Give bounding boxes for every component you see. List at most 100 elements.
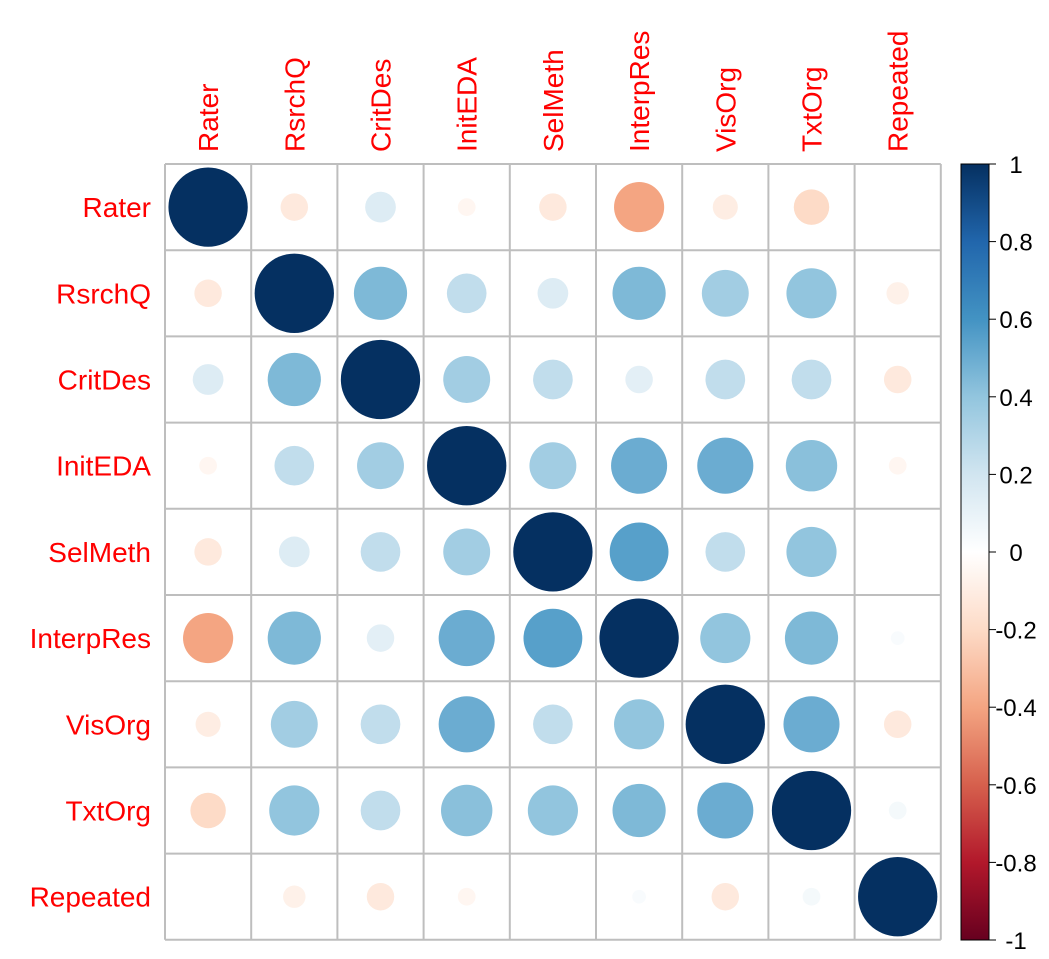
corr-circle-interpres-initeda <box>438 610 495 667</box>
corr-circle-selmeth-rsrchq <box>278 536 310 568</box>
col-label-rsrchq: RsrchQ <box>279 57 310 152</box>
column-labels: Rater RsrchQ CritDes InitEDA SelMeth InterpRe… <box>193 31 914 152</box>
corr-circle-visorg-selmeth <box>533 704 573 745</box>
corr-circle-initeda-txtorg <box>785 440 838 492</box>
corr-circle-selmeth-interpres <box>609 522 669 582</box>
corr-circle-rsrchq-repeated <box>886 282 909 305</box>
corr-circle-initeda-critdes <box>357 442 404 490</box>
corr-circle-critdes-interpres <box>625 365 653 394</box>
corr-circle-txtorg-critdes <box>360 790 401 831</box>
colorbar-tick-label: -0.8 <box>995 850 1036 877</box>
corr-circle-selmeth-initeda <box>443 528 491 576</box>
corr-circle-txtorg-rater <box>190 792 226 829</box>
row-label-interpres: InterpRes <box>30 623 151 654</box>
row-label-rater: Rater <box>83 192 151 223</box>
corr-circle-visorg-rater <box>195 711 221 737</box>
corr-circle-initeda-initeda <box>427 426 507 506</box>
colorbar-gradient <box>960 163 990 941</box>
col-label-repeated: Repeated <box>883 31 914 152</box>
corr-circle-repeated-interpres <box>632 889 646 904</box>
corr-circle-rsrchq-visorg <box>701 269 749 317</box>
corr-circle-initeda-visorg <box>697 437 754 494</box>
corr-circle-interpres-repeated <box>890 631 905 645</box>
row-label-rsrchq: RsrchQ <box>56 278 151 309</box>
corr-circle-rater-rater <box>168 167 248 247</box>
corr-circle-initeda-rater <box>199 456 217 475</box>
corr-circle-rater-visorg <box>712 194 738 220</box>
corr-circle-initeda-selmeth <box>529 442 577 490</box>
colorbar-tick-label: 1 <box>1009 152 1022 179</box>
colorbar-tick-label: 0.2 <box>999 462 1032 489</box>
corr-circle-initeda-interpres <box>611 437 668 494</box>
corr-circle-critdes-visorg <box>705 359 746 400</box>
corr-circle-interpres-selmeth <box>523 608 583 668</box>
col-label-visorg: VisOrg <box>710 67 741 152</box>
corr-circle-critdes-critdes <box>340 339 421 420</box>
colorbar-tick-label: -0.2 <box>995 618 1036 645</box>
correlation-circles <box>168 167 938 937</box>
corr-circle-critdes-txtorg <box>791 359 832 400</box>
corr-circle-rsrchq-critdes <box>353 266 408 320</box>
corr-circle-selmeth-txtorg <box>786 526 837 577</box>
grid <box>164 163 942 941</box>
corr-circle-rater-txtorg <box>793 189 830 225</box>
corr-circle-rsrchq-rsrchq <box>254 253 334 333</box>
colorbar-ticks: 1 0.8 0.6 0.4 0.2 0 -0.2 -0.4 -0.6 -0.8 -1 <box>989 152 1037 955</box>
corr-circle-interpres-critdes <box>366 624 395 652</box>
corr-circle-interpres-visorg <box>700 613 751 664</box>
corr-circle-txtorg-rsrchq <box>269 785 320 836</box>
corr-circle-rater-rsrchq <box>280 193 309 221</box>
corr-circle-txtorg-initeda <box>441 784 493 837</box>
corr-circle-txtorg-interpres <box>612 783 666 838</box>
colorbar-tick-label: 0 <box>1009 540 1022 567</box>
corr-circle-repeated-critdes <box>366 882 395 911</box>
corr-circle-visorg-rsrchq <box>270 700 318 748</box>
corr-circle-repeated-visorg <box>711 882 740 911</box>
col-label-rater: Rater <box>193 84 224 152</box>
corr-circle-initeda-repeated <box>888 456 907 475</box>
corr-circle-critdes-selmeth <box>533 359 573 400</box>
row-labels: Rater RsrchQ CritDes InitEDA SelMeth InterpRe… <box>30 192 152 913</box>
colorbar-tick-label: -0.4 <box>995 695 1036 722</box>
corr-circle-rsrchq-initeda <box>446 273 487 314</box>
corr-circle-repeated-repeated <box>858 857 938 937</box>
corr-circle-selmeth-selmeth <box>513 512 593 592</box>
corr-circle-critdes-repeated <box>883 365 912 394</box>
corr-circle-rater-selmeth <box>539 193 567 221</box>
corr-circle-interpres-txtorg <box>784 611 839 665</box>
row-label-initeda: InitEDA <box>56 451 151 482</box>
corr-circle-selmeth-critdes <box>360 532 401 572</box>
col-label-interpres: InterpRes <box>624 31 655 152</box>
corr-circle-initeda-rsrchq <box>274 445 315 486</box>
corr-circle-critdes-rater <box>192 364 224 395</box>
row-label-critdes: CritDes <box>58 365 151 396</box>
col-label-initeda: InitEDA <box>452 57 483 152</box>
corr-circle-rsrchq-txtorg <box>786 268 837 319</box>
colorbar-tick-label: 0.6 <box>999 307 1032 334</box>
corr-circle-visorg-txtorg <box>783 696 840 753</box>
corr-circle-rater-initeda <box>457 198 476 216</box>
corr-circle-rater-interpres <box>614 182 665 233</box>
corr-circle-txtorg-visorg <box>697 782 754 839</box>
corr-circle-interpres-interpres <box>599 598 679 678</box>
colorbar-tick-label: -1 <box>1005 928 1026 955</box>
corr-circle-repeated-rsrchq <box>283 885 306 908</box>
corr-circle-selmeth-rater <box>194 538 222 566</box>
corr-circle-interpres-rsrchq <box>267 611 321 665</box>
corr-circle-selmeth-visorg <box>705 532 746 572</box>
colorbar-tick-label: -0.6 <box>995 773 1036 800</box>
corr-circle-repeated-initeda <box>457 887 476 906</box>
col-label-selmeth: SelMeth <box>538 49 569 152</box>
corr-circle-visorg-initeda <box>438 696 495 753</box>
corr-circle-interpres-rater <box>183 613 234 664</box>
corr-circle-rsrchq-selmeth <box>537 277 569 309</box>
row-label-visorg: VisOrg <box>66 709 151 740</box>
corr-circle-txtorg-selmeth <box>527 785 578 836</box>
corr-circle-txtorg-txtorg <box>771 770 852 851</box>
corr-circle-txtorg-repeated <box>888 801 907 820</box>
corr-circle-rsrchq-rater <box>194 279 222 308</box>
corr-circle-visorg-interpres <box>614 699 665 750</box>
corr-circle-rater-critdes <box>365 191 396 223</box>
row-label-txtorg: TxtOrg <box>65 796 151 827</box>
